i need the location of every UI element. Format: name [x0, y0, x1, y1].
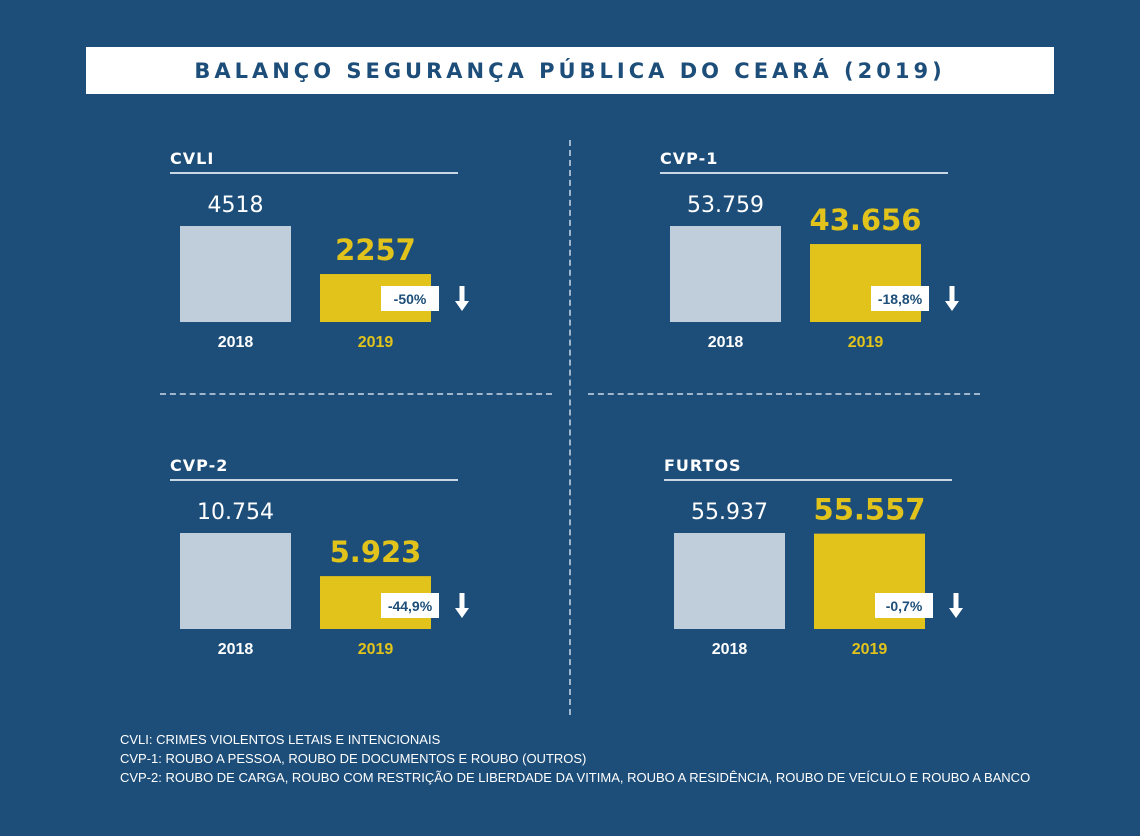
horizontal-divider-right	[588, 393, 980, 395]
category-label-2019: 2019	[358, 334, 394, 351]
bar-2018	[180, 533, 291, 629]
change-label: -50%	[394, 291, 427, 307]
chart-title: CVLI	[170, 149, 215, 168]
bar-2018	[670, 226, 781, 322]
category-label-2018: 2018	[708, 334, 744, 351]
chart-title: CVP-2	[170, 456, 229, 475]
category-label-2019: 2019	[852, 641, 888, 658]
chart-panel-cvli: CVLI 4518 2018 2257 2019 -50%	[170, 149, 470, 379]
bar-2018	[180, 226, 291, 322]
value-label-2019: 2257	[335, 233, 416, 267]
value-label-2019: 43.656	[810, 203, 922, 237]
chart-title-underline	[170, 479, 458, 481]
category-label-2018: 2018	[712, 641, 748, 658]
arrow-down-icon	[455, 286, 469, 311]
change-label: -44,9%	[388, 598, 433, 614]
category-label-2018: 2018	[218, 641, 254, 658]
value-label-2018: 10.754	[197, 500, 274, 525]
legend-notes: CVLI: CRIMES VIOLENTOS LETAIS E INTENCIO…	[120, 730, 1030, 787]
title-banner: BALANÇO SEGURANÇA PÚBLICA DO CEARÁ (2019…	[86, 47, 1054, 94]
change-badge	[871, 286, 929, 311]
vertical-divider	[569, 140, 571, 715]
bar-chart-cvp2: 10.754 2018 5.923 2019 -44,9%	[180, 500, 469, 658]
value-label-2018: 53.759	[687, 193, 764, 218]
legend-line-cvp1: CVP-1: ROUBO A PESSOA, ROUBO DE DOCUMENT…	[120, 751, 587, 766]
chart-panel-furtos: FURTOS 55.937 2018 55.557 2019 -0,7%	[664, 456, 964, 686]
chart-title-underline	[170, 172, 458, 174]
value-label-2019: 5.923	[330, 535, 422, 569]
chart-title: CVP-1	[660, 149, 719, 168]
bar-chart-cvli: 4518 2018 2257 2019 -50%	[180, 193, 469, 351]
value-label-2019: 55.557	[814, 493, 926, 527]
change-badge	[381, 286, 439, 311]
chart-panel-cvp2: CVP-2 10.754 2018 5.923 2019 -44,9%	[170, 456, 470, 686]
chart-panel-cvp1: CVP-1 53.759 2018 43.656 2019 -18,8%	[660, 149, 960, 379]
legend-line-cvp2: CVP-2: ROUBO DE CARGA, ROUBO COM RESTRIÇ…	[120, 770, 1031, 785]
change-label: -0,7%	[886, 598, 923, 614]
arrow-down-icon	[949, 593, 963, 618]
bar-chart-cvp1: 53.759 2018 43.656 2019 -18,8%	[670, 193, 959, 351]
category-label-2019: 2019	[848, 334, 884, 351]
arrow-down-icon	[945, 286, 959, 311]
arrow-down-icon	[455, 593, 469, 618]
horizontal-divider-left	[160, 393, 552, 395]
bar-2018	[674, 533, 785, 629]
page-title: BALANÇO SEGURANÇA PÚBLICA DO CEARÁ (2019…	[194, 58, 946, 83]
chart-title-underline	[660, 172, 948, 174]
value-label-2018: 4518	[208, 193, 264, 218]
category-label-2019: 2019	[358, 641, 394, 658]
change-badge	[875, 593, 933, 618]
value-label-2018: 55.937	[691, 500, 768, 525]
chart-title-underline	[664, 479, 952, 481]
change-label: -18,8%	[878, 291, 923, 307]
change-badge	[381, 593, 439, 618]
legend-line-cvli: CVLI: CRIMES VIOLENTOS LETAIS E INTENCIO…	[120, 732, 441, 747]
category-label-2018: 2018	[218, 334, 254, 351]
bar-chart-furtos: 55.937 2018 55.557 2019 -0,7%	[674, 493, 963, 658]
chart-title: FURTOS	[664, 456, 742, 475]
